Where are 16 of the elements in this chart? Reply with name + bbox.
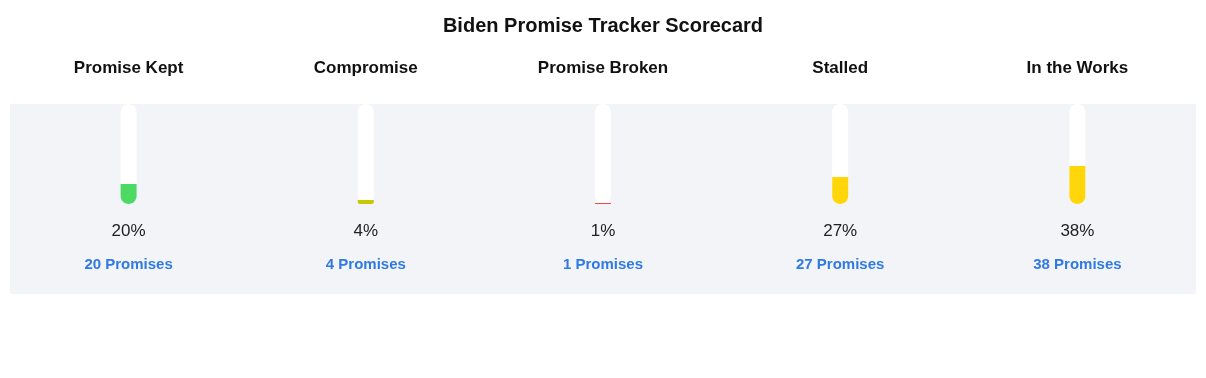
text: 1 Promises — [562, 255, 644, 272]
data-label: 27% — [823, 221, 858, 240]
x-tick-label: In the Works — [1026, 57, 1129, 77]
x-tick-label: Compromise — [313, 57, 418, 77]
data-label: 4% — [353, 221, 379, 240]
x-tick-label: Stalled — [812, 57, 869, 77]
x-tick-label: Promise Kept — [73, 57, 184, 77]
data-label: 38% — [1060, 221, 1095, 240]
text: 27 Promises — [796, 255, 885, 272]
text: 4 Promises — [325, 255, 406, 272]
chart-title: Biden Promise Tracker Scorecard — [442, 14, 764, 36]
data-label: 20% — [111, 221, 146, 240]
x-tick-label: Promise Broken — [537, 57, 669, 77]
data-label: 1% — [590, 221, 616, 240]
text: 38 Promises — [1033, 255, 1122, 272]
text: 20 Promises — [84, 255, 173, 272]
